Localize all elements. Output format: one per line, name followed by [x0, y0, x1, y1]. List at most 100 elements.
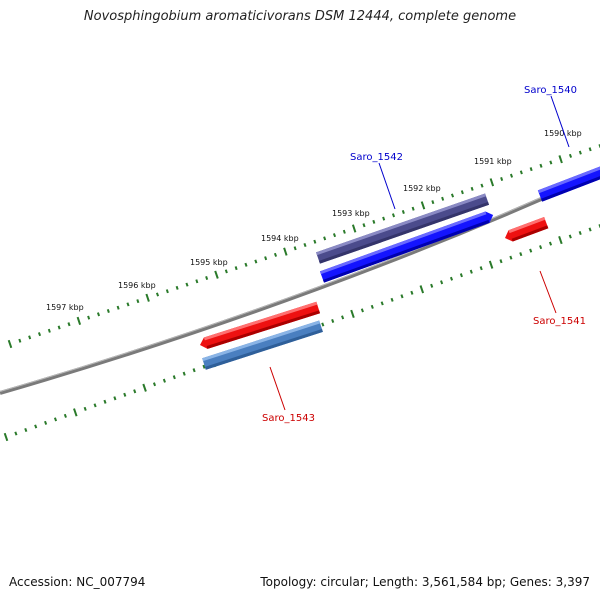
minor-tick	[578, 230, 582, 236]
minor-tick	[87, 315, 91, 320]
minor-tick	[401, 209, 405, 215]
minor-tick	[34, 424, 38, 429]
minor-tick	[96, 312, 101, 317]
accession-text: Accession: NC_007794	[9, 575, 146, 589]
tick-label-1592: 1592 kbp	[403, 184, 441, 193]
minor-tick	[313, 239, 317, 244]
major-tick	[145, 293, 150, 302]
minor-tick	[332, 233, 337, 238]
minor-tick	[185, 282, 189, 287]
genome-info-text: Topology: circular; Length: 3,561,584 bp…	[260, 575, 590, 589]
major-tick	[558, 235, 563, 245]
feature-saro-1543[interactable]	[198, 301, 321, 351]
minor-tick	[18, 338, 22, 343]
minor-tick	[321, 322, 325, 327]
minor-tick	[162, 378, 166, 383]
minor-tick	[67, 322, 71, 327]
major-tick	[3, 432, 9, 442]
leader-line-saro-1541	[539, 270, 557, 314]
minor-tick	[380, 301, 384, 306]
minor-tick	[205, 275, 209, 281]
minor-tick	[430, 283, 434, 288]
minor-tick	[410, 290, 414, 295]
minor-tick	[529, 167, 533, 172]
minor-tick	[123, 392, 127, 397]
minor-tick	[479, 266, 483, 271]
minor-tick	[549, 160, 553, 165]
minor-tick	[400, 294, 404, 299]
minor-tick	[116, 305, 120, 310]
tick-label-1590: 1590 kbp	[544, 129, 582, 138]
leader-line-saro-1542	[378, 162, 396, 210]
minor-tick	[47, 328, 51, 333]
major-tick	[419, 285, 425, 294]
minor-tick	[539, 245, 543, 250]
minor-tick	[175, 285, 179, 290]
major-tick	[73, 408, 78, 417]
minor-tick	[449, 276, 454, 281]
minor-tick	[155, 292, 160, 297]
minor-tick	[480, 183, 484, 188]
minor-tick	[568, 153, 573, 158]
minor-tick	[440, 280, 444, 285]
minor-tick	[224, 269, 228, 274]
minor-tick	[103, 399, 107, 404]
map-title: Novosphingobium aromaticivorans DSM 1244…	[83, 9, 517, 24]
minor-tick	[254, 259, 258, 264]
tick-label-1595: 1595 kbp	[190, 258, 228, 267]
minor-tick	[509, 173, 514, 178]
leader-line-saro-1543	[269, 366, 286, 411]
minor-tick	[293, 246, 297, 251]
minor-tick	[303, 242, 307, 248]
minor-tick	[14, 431, 18, 436]
minor-tick	[331, 318, 335, 323]
minor-tick	[370, 304, 374, 309]
feature-saro-1542[interactable]	[319, 209, 495, 283]
gene-label-saro-1541[interactable]: Saro_1541	[533, 316, 586, 327]
minor-tick	[83, 406, 87, 411]
minor-tick	[113, 396, 117, 401]
feature-saro-1542-outer[interactable]	[316, 193, 490, 264]
minor-tick	[390, 297, 394, 302]
minor-tick	[441, 196, 445, 201]
minor-tick	[28, 335, 32, 340]
minor-tick	[192, 368, 196, 373]
minor-tick	[509, 255, 513, 260]
minor-tick	[93, 403, 97, 408]
minor-tick	[459, 273, 463, 278]
major-tick	[558, 155, 563, 164]
minor-tick	[469, 269, 473, 274]
minor-tick	[152, 382, 157, 387]
major-tick	[76, 316, 82, 326]
minor-tick	[165, 289, 169, 294]
genome-backbone-highlight	[0, 171, 600, 392]
minor-tick	[578, 150, 582, 155]
gene-label-saro-1543[interactable]: Saro_1543	[262, 413, 315, 424]
major-tick	[420, 201, 426, 210]
minor-tick	[63, 413, 67, 418]
minor-tick	[342, 229, 346, 234]
minor-tick	[136, 299, 140, 304]
feature-saro-1543-inner[interactable]	[202, 320, 323, 370]
tick-label-1591: 1591 kbp	[474, 157, 512, 166]
minor-tick	[539, 163, 543, 168]
minor-tick	[341, 315, 345, 320]
feature-saro-1541[interactable]	[503, 216, 549, 244]
minor-tick	[411, 206, 415, 211]
minor-tick	[588, 227, 592, 232]
feature-saro-1540[interactable]	[537, 165, 600, 202]
minor-tick	[24, 427, 28, 433]
gene-label-saro-1540[interactable]: Saro_1540	[524, 85, 577, 96]
minor-tick	[234, 266, 238, 271]
minor-tick	[202, 364, 206, 369]
major-tick	[214, 270, 219, 279]
gene-label-saro-1542[interactable]: Saro_1542	[350, 152, 403, 163]
leader-line-saro-1540	[550, 95, 570, 148]
outer-tick-ruler	[7, 144, 600, 349]
minor-tick	[323, 236, 327, 241]
minor-tick	[244, 262, 248, 267]
minor-tick	[44, 420, 48, 425]
minor-tick	[195, 279, 199, 284]
minor-tick	[37, 332, 42, 337]
